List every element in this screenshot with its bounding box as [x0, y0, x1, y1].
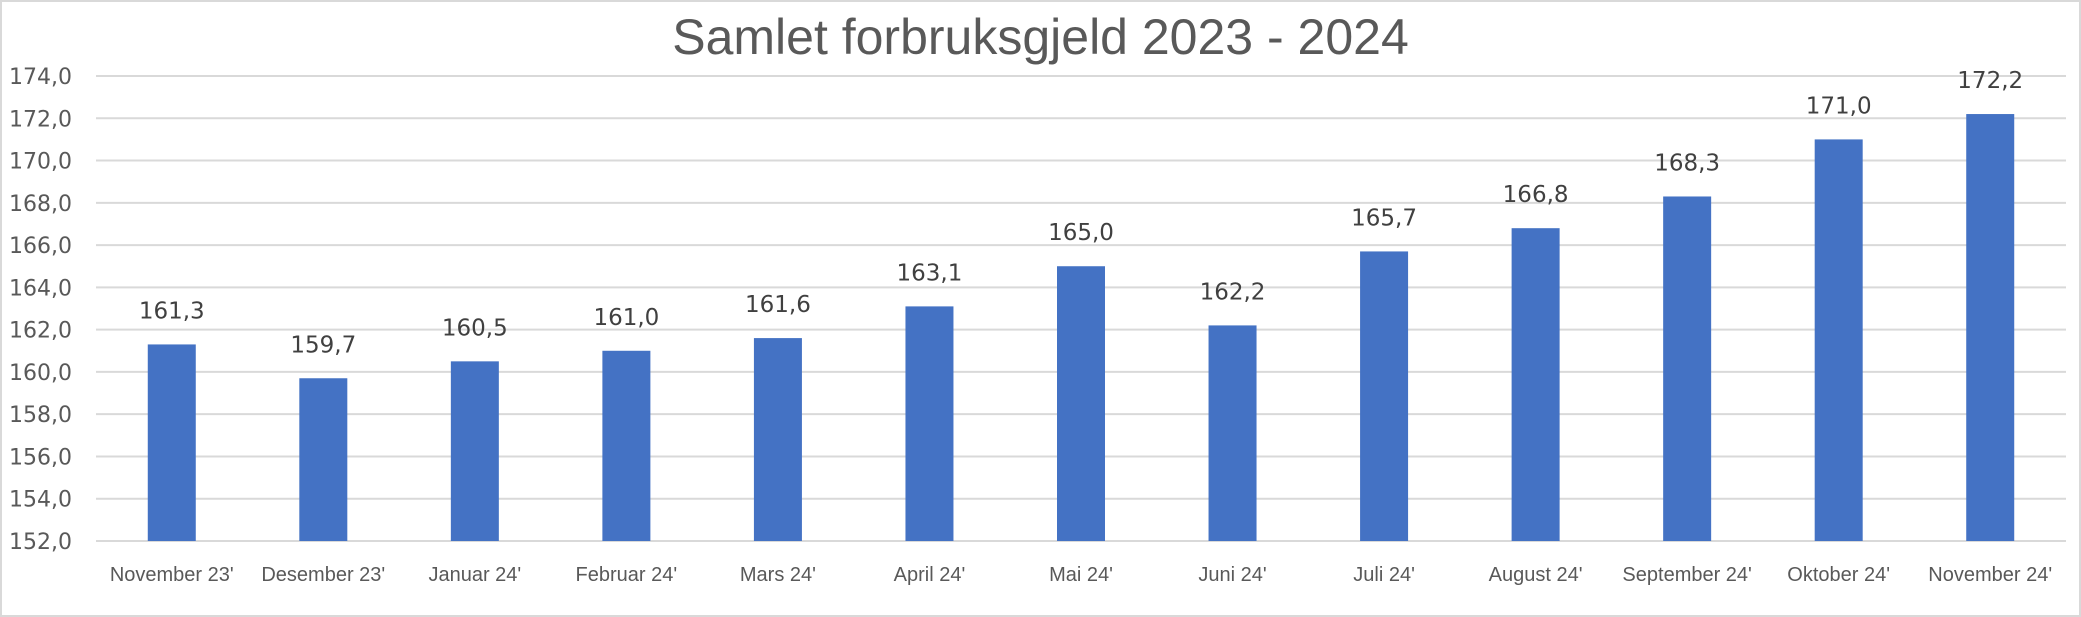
y-tick-label: 166,0 — [9, 234, 72, 259]
bar — [450, 361, 499, 541]
bars — [147, 114, 2015, 541]
bar — [299, 378, 348, 541]
x-tick-label: Mars 24' — [740, 564, 816, 586]
x-tick-label: September 24' — [1622, 564, 1751, 586]
x-tick-label: Juli 24' — [1353, 564, 1415, 586]
bar — [1511, 228, 1560, 541]
bar — [1057, 266, 1105, 541]
bar — [147, 344, 196, 541]
bar — [602, 350, 651, 541]
x-tick-label: Mai 24' — [1049, 564, 1113, 586]
data-labels: 161,3 159,7 160,5 161,0 161,6 163,1 165,0 162,2… — [139, 68, 2023, 358]
x-tick-label: Desember 23' — [261, 564, 385, 586]
bar — [905, 306, 954, 541]
data-label: 171,0 — [1806, 93, 1872, 119]
y-tick-label: 164,0 — [9, 276, 72, 301]
bar — [1814, 139, 1863, 541]
bar — [1663, 196, 1712, 541]
bar — [753, 338, 802, 541]
y-tick-label: 156,0 — [9, 445, 72, 470]
data-label: 162,2 — [1200, 279, 1266, 305]
bar — [1966, 114, 2015, 541]
chart-title: Samlet forbruksgjeld 2023 - 2024 — [672, 9, 1409, 65]
data-label: 163,1 — [897, 260, 963, 286]
y-tick-label: 170,0 — [9, 150, 72, 175]
data-label: 166,8 — [1503, 182, 1569, 208]
x-tick-label: Januar 24' — [428, 564, 521, 586]
x-tick-label: Juni 24' — [1198, 564, 1266, 586]
data-label: 168,3 — [1654, 150, 1720, 176]
data-label: 159,7 — [290, 332, 356, 358]
y-tick-label: 168,0 — [9, 192, 72, 217]
x-tick-label: Februar 24' — [576, 564, 678, 586]
x-tick-label: August 24' — [1489, 564, 1583, 586]
y-axis-ticks: 152,0 154,0 156,0 158,0 160,0 162,0 164,0 166,0… — [9, 65, 72, 555]
data-label: 161,0 — [593, 305, 659, 331]
data-label: 161,6 — [745, 292, 811, 318]
y-tick-label: 174,0 — [9, 65, 72, 90]
x-axis-ticks: November 23' Desember 23' Januar 24' Februa… — [110, 564, 2052, 586]
data-label: 172,2 — [1957, 68, 2023, 94]
data-label: 165,7 — [1351, 205, 1417, 231]
data-label: 160,5 — [442, 315, 508, 341]
y-tick-label: 158,0 — [9, 403, 72, 428]
x-tick-label: Oktober 24' — [1787, 564, 1890, 586]
y-tick-label: 172,0 — [9, 107, 72, 132]
data-label: 165,0 — [1048, 220, 1114, 246]
x-tick-label: November 24' — [1928, 564, 2052, 586]
data-label: 161,3 — [139, 298, 205, 324]
x-tick-label: April 24' — [894, 564, 966, 586]
x-tick-label: November 23' — [110, 564, 234, 586]
y-tick-label: 154,0 — [9, 488, 72, 513]
y-tick-label: 162,0 — [9, 319, 72, 344]
bar — [1208, 325, 1257, 541]
bar — [1360, 251, 1409, 541]
y-tick-label: 152,0 — [9, 530, 72, 555]
y-tick-label: 160,0 — [9, 361, 72, 386]
